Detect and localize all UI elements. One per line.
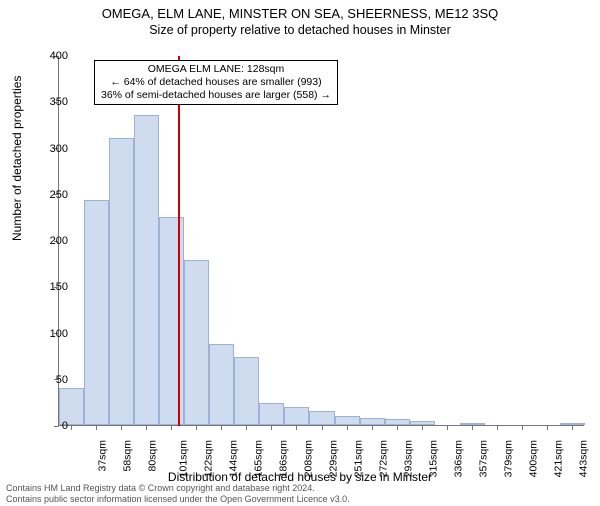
histogram-bar xyxy=(184,260,209,425)
xtick-label: 144sqm xyxy=(227,440,239,477)
histogram-bar xyxy=(84,200,109,425)
xtick-label: 443sqm xyxy=(578,440,590,477)
xtick-mark xyxy=(146,425,147,430)
xtick-mark xyxy=(96,425,97,430)
histogram-bar xyxy=(109,138,134,425)
ytick-label: 0 xyxy=(38,420,68,432)
xtick-mark xyxy=(497,425,498,430)
xtick-mark xyxy=(271,425,272,430)
xtick-label: 101sqm xyxy=(177,440,189,477)
xtick-mark xyxy=(347,425,348,430)
ytick-label: 400 xyxy=(38,50,68,62)
ytick-label: 250 xyxy=(38,189,68,201)
xtick-label: 229sqm xyxy=(327,440,339,477)
xtick-mark xyxy=(296,425,297,430)
xtick-mark xyxy=(372,425,373,430)
histogram-bar xyxy=(259,403,284,425)
callout-box: OMEGA ELM LANE: 128sqm ← 64% of detached… xyxy=(94,60,338,105)
xtick-label: 165sqm xyxy=(252,440,264,477)
xtick-mark xyxy=(447,425,448,430)
xtick-mark xyxy=(547,425,548,430)
xtick-mark xyxy=(246,425,247,430)
callout-line3: 36% of semi-detached houses are larger (… xyxy=(101,89,331,102)
xtick-label: 37sqm xyxy=(96,440,108,472)
histogram-bar xyxy=(284,407,309,426)
xtick-mark xyxy=(472,425,473,430)
xtick-mark xyxy=(397,425,398,430)
xtick-label: 400sqm xyxy=(528,440,540,477)
xtick-mark xyxy=(422,425,423,430)
reference-line xyxy=(178,56,180,426)
xtick-mark xyxy=(71,425,72,430)
footer-line2: Contains public sector information licen… xyxy=(6,494,350,504)
xtick-label: 357sqm xyxy=(478,440,490,477)
ytick-label: 300 xyxy=(38,143,68,155)
histogram-bar xyxy=(234,357,259,425)
xtick-label: 251sqm xyxy=(352,440,364,477)
chart-area xyxy=(58,56,584,426)
ytick-label: 150 xyxy=(38,281,68,293)
xtick-label: 336sqm xyxy=(453,440,465,477)
xtick-mark xyxy=(572,425,573,430)
ytick-label: 350 xyxy=(38,96,68,108)
xtick-label: 58sqm xyxy=(121,440,133,472)
histogram-bar xyxy=(134,115,159,425)
ytick-label: 50 xyxy=(38,374,68,386)
xtick-label: 208sqm xyxy=(302,440,314,477)
callout-line2: ← 64% of detached houses are smaller (99… xyxy=(101,76,331,89)
histogram-bar xyxy=(335,416,360,425)
xtick-mark xyxy=(322,425,323,430)
xtick-label: 315sqm xyxy=(428,440,440,477)
histogram-bar xyxy=(360,418,385,425)
histogram-bar xyxy=(209,344,234,425)
callout-line1: OMEGA ELM LANE: 128sqm xyxy=(101,63,331,76)
chart-title: OMEGA, ELM LANE, MINSTER ON SEA, SHEERNE… xyxy=(0,6,600,21)
xtick-mark xyxy=(171,425,172,430)
xtick-label: 293sqm xyxy=(402,440,414,477)
xtick-mark xyxy=(221,425,222,430)
histogram-bar xyxy=(309,411,334,425)
chart-subtitle: Size of property relative to detached ho… xyxy=(0,23,600,37)
footer-line1: Contains HM Land Registry data © Crown c… xyxy=(6,483,350,493)
xtick-label: 421sqm xyxy=(553,440,565,477)
xtick-mark xyxy=(522,425,523,430)
y-axis-label: Number of detached properties xyxy=(10,76,24,241)
xtick-label: 80sqm xyxy=(146,440,158,472)
ytick-label: 200 xyxy=(38,235,68,247)
ytick-label: 100 xyxy=(38,328,68,340)
histogram-bar xyxy=(159,217,184,425)
xtick-label: 272sqm xyxy=(377,440,389,477)
xtick-mark xyxy=(121,425,122,430)
footer-attribution: Contains HM Land Registry data © Crown c… xyxy=(6,483,350,504)
xtick-label: 379sqm xyxy=(503,440,515,477)
xtick-label: 122sqm xyxy=(202,440,214,477)
plot-area xyxy=(58,56,584,426)
xtick-label: 186sqm xyxy=(277,440,289,477)
xtick-mark xyxy=(196,425,197,430)
